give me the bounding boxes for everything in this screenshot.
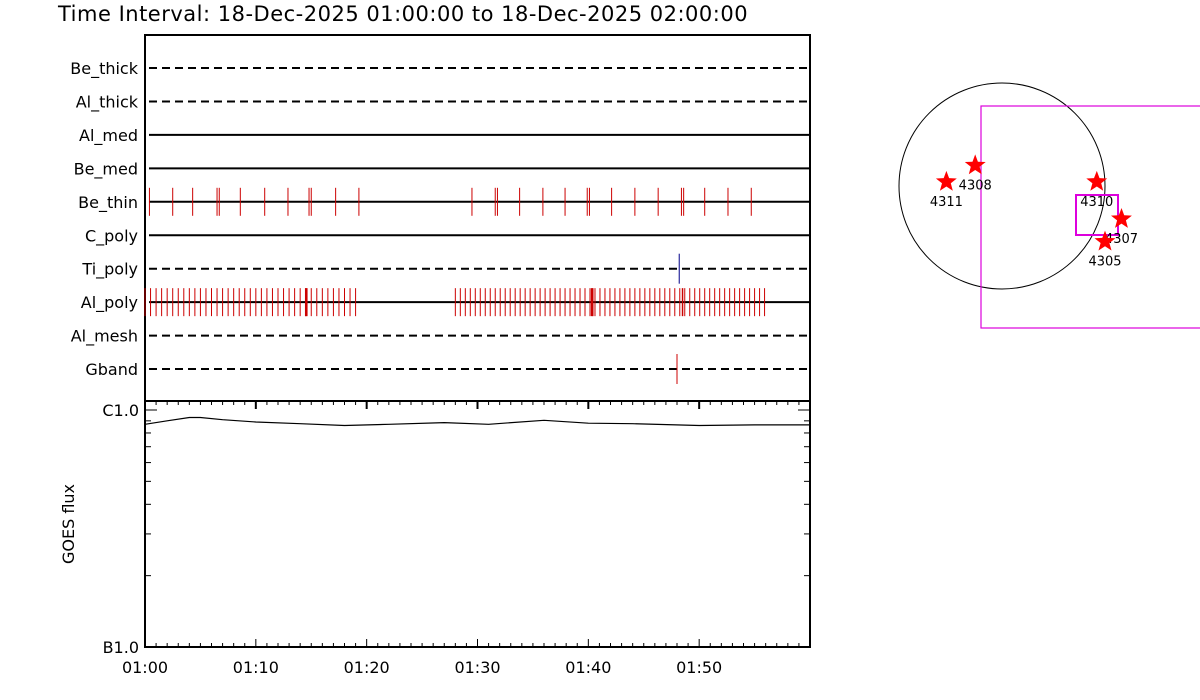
timeline-frame bbox=[144, 34, 811, 402]
row-label: Al_med bbox=[79, 126, 138, 146]
sunspot-marker bbox=[1094, 230, 1116, 251]
goes-flux-line bbox=[144, 416, 810, 427]
goes-frame bbox=[144, 400, 811, 648]
row-label: Al_poly bbox=[81, 293, 138, 313]
y-axis-label: GOES flux bbox=[59, 484, 78, 564]
x-tick-label: 01:20 bbox=[344, 658, 390, 677]
row-label: Al_mesh bbox=[71, 327, 138, 347]
y-tick-label: C1.0 bbox=[102, 401, 139, 420]
sunspot-marker bbox=[935, 170, 957, 191]
row-label: Be_med bbox=[74, 159, 138, 179]
row-label: Gband bbox=[85, 360, 138, 379]
field-of-view-box bbox=[980, 105, 1200, 329]
solar-limb bbox=[898, 82, 1106, 290]
sunspot-marker bbox=[1086, 170, 1108, 191]
x-tick-label: 01:30 bbox=[454, 658, 500, 677]
goes-flux-panel: 01:00 01:10 01:20 01:30 01:40 01:50 C1.0 B1.0 GO… bbox=[59, 400, 811, 677]
x-tick-label: 01:10 bbox=[233, 658, 279, 677]
sunspot-label: 4307 bbox=[1105, 232, 1138, 247]
row-label: Ti_poly bbox=[81, 260, 138, 280]
y-tick-label: B1.0 bbox=[103, 638, 139, 657]
sun-map-panel: 4311 4308 4310 4307 4305 bbox=[898, 82, 1200, 329]
timeline-panel: Be_thick Al_thick Al_med Be_med Be_thin C_pol… bbox=[70, 34, 811, 402]
sunspot-label: 4308 bbox=[959, 178, 992, 193]
sunspot-label: 4305 bbox=[1088, 255, 1121, 270]
sunspot-marker bbox=[964, 154, 986, 175]
x-tick-label: 01:50 bbox=[676, 658, 722, 677]
x-tick-label: 01:40 bbox=[565, 658, 611, 677]
sunspot-marker bbox=[1111, 208, 1132, 228]
sunspot-label: 4310 bbox=[1080, 195, 1113, 210]
row-label: Al_thick bbox=[76, 92, 139, 112]
row-label: Be_thick bbox=[70, 59, 138, 79]
row-label: C_poly bbox=[85, 226, 138, 246]
x-tick-label: 01:00 bbox=[122, 658, 168, 677]
row-label: Be_thin bbox=[78, 193, 138, 213]
chart-title: Time Interval: 18-Dec-2025 01:00:00 to 1… bbox=[58, 2, 749, 26]
sunspot-label: 4311 bbox=[930, 195, 963, 210]
fov-small-box bbox=[1075, 194, 1119, 236]
